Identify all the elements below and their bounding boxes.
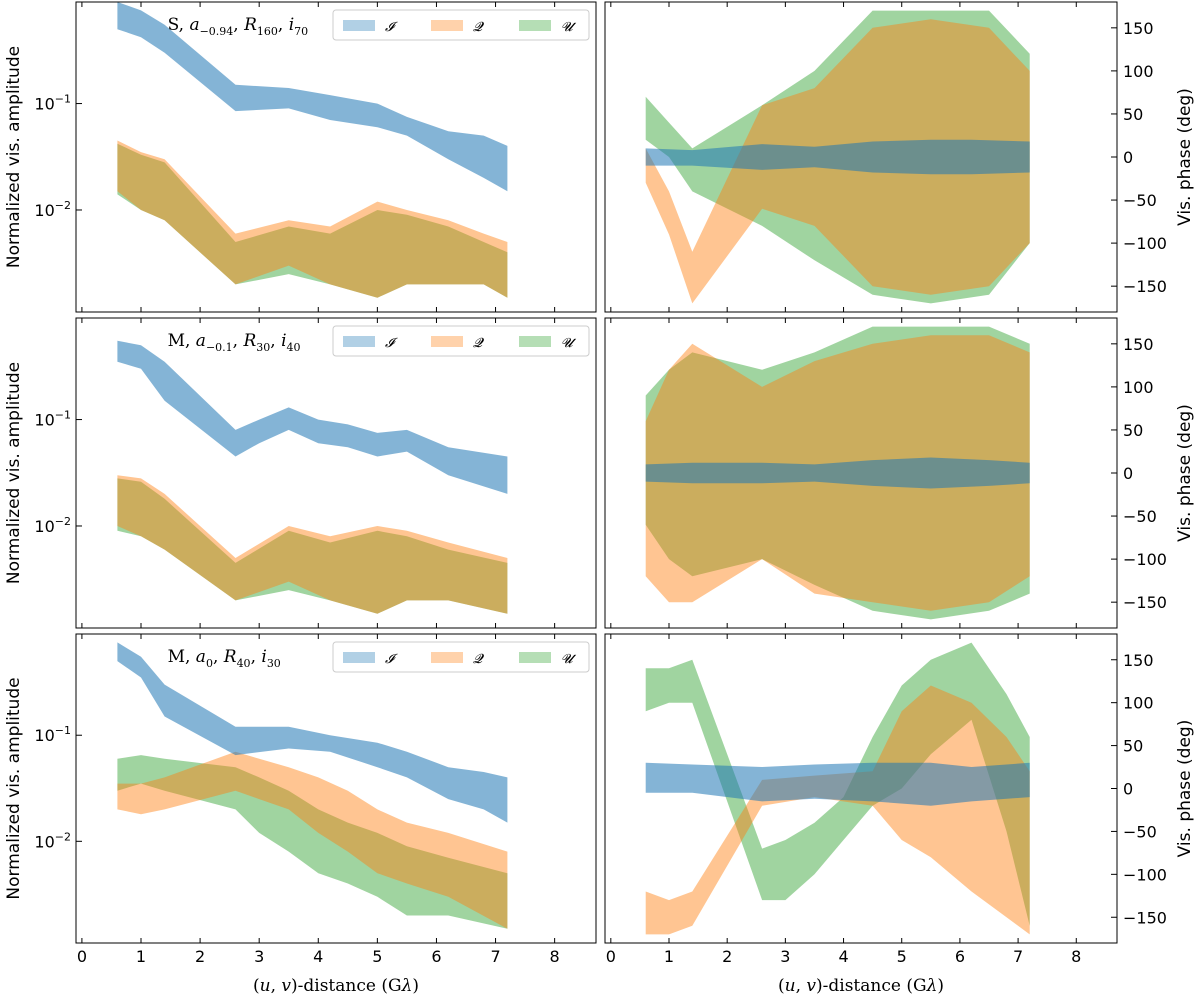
phase-tick-label: −150 [1123,277,1167,296]
legend-swatch-u [519,20,551,31]
phase-band-i [645,457,1030,489]
legend-swatch-i [343,652,375,663]
legend-swatch-u [519,336,551,347]
phase-tick-label: −100 [1123,550,1167,569]
x-tick-label: 1 [136,947,146,966]
phase-tick-label: 50 [1123,421,1143,440]
phase-tick-label: −150 [1123,908,1167,927]
phase-tick-label: 100 [1123,694,1154,713]
phase-tick-label: −50 [1123,507,1157,526]
panel-frame [75,1,597,313]
y-tick-label: 10−1 [34,93,71,114]
x-tick-label: 1 [664,947,674,966]
amplitude-band-u [117,478,508,614]
legend-swatch-q [431,336,463,347]
x-tick-label: 2 [722,947,732,966]
panel-title: M, a0, R40, i30 [168,647,281,670]
amplitude-band-i [117,642,508,823]
legend-label-q: 𝓠 [473,20,485,35]
legend-swatch-q [431,20,463,31]
x-tick-label: 7 [1013,947,1023,966]
phase-tick-label: 0 [1123,464,1133,483]
amplitude-band-u [117,143,508,298]
phase-tick-label: −50 [1123,822,1157,841]
y-axis-label: Normalized vis. amplitude [4,677,24,899]
y-tick-label: 10−2 [34,515,71,536]
phase-axis-label: Vis. phase (deg) [1175,88,1195,226]
panel-frame [75,633,597,944]
panel-1-phase [645,10,1030,304]
phase-tick-label: −50 [1123,191,1157,210]
y-tick-label: 10−1 [34,724,71,745]
x-tick-label: 7 [490,947,500,966]
phase-tick-label: 50 [1123,737,1143,756]
amplitude-band-q [117,475,508,614]
x-tick-label: 2 [195,947,205,966]
legend-swatch-i [343,20,375,31]
phase-tick-label: −150 [1123,593,1167,612]
x-tick-label: 0 [77,947,87,966]
panel-3-amplitude [117,642,508,929]
amplitude-band-q [117,140,508,298]
x-tick-label: 0 [606,947,616,966]
x-tick-label: 3 [780,947,790,966]
panel-frame [75,317,597,629]
x-tick-label: 4 [838,947,848,966]
phase-tick-label: 150 [1123,651,1154,670]
phase-band-i [645,139,1030,175]
phase-tick-label: 0 [1123,148,1133,167]
phase-tick-label: 100 [1123,62,1154,81]
x-tick-label: 5 [897,947,907,966]
legend-label-q: 𝓠 [473,336,485,351]
panel-title: M, a−0.1, R30, i40 [168,331,301,354]
phase-axis-label: Vis. phase (deg) [1175,404,1195,542]
y-tick-label: 10−1 [34,409,71,430]
legend-label-q: 𝓠 [473,652,485,667]
phase-tick-label: 100 [1123,378,1154,397]
panel-1-amplitude [117,2,508,298]
legend-box [332,641,590,673]
x-tick-label: 8 [550,947,560,966]
phase-band-q [645,685,1030,935]
y-axis-label: Normalized vis. amplitude [4,362,24,584]
y-tick-label: 10−2 [34,199,71,220]
amplitude-band-i [117,340,508,494]
x-tick-label: 6 [955,947,965,966]
amplitude-band-i [117,2,508,192]
phase-tick-label: 50 [1123,105,1143,124]
phase-tick-label: 150 [1123,335,1154,354]
legend-box [332,9,590,41]
x-tick-label: 5 [372,947,382,966]
x-axis-label-2: (u, v)-distance (Gλ) [778,976,944,996]
x-axis-label-1: (u, v)-distance (Gλ) [253,976,419,996]
legend-swatch-i [343,336,375,347]
x-tick-label: 8 [1071,947,1081,966]
legend-box [332,325,590,357]
panel-3-phase [645,642,1030,935]
y-axis-label: Normalized vis. amplitude [4,46,24,268]
panel-2-phase [645,326,1030,620]
x-tick-label: 6 [431,947,441,966]
phase-tick-label: −100 [1123,865,1167,884]
legend-swatch-q [431,652,463,663]
panel-2-amplitude [117,340,508,614]
panel-title: S, a−0.94, R160, i70 [168,15,309,38]
phase-band-u [645,642,1030,926]
amplitude-band-u [117,755,508,929]
phase-band-i [645,762,1030,806]
phase-tick-label: 0 [1123,780,1133,799]
legend-swatch-u [519,652,551,663]
phase-axis-label: Vis. phase (deg) [1175,720,1195,858]
phase-tick-label: 150 [1123,19,1154,38]
phase-tick-label: −100 [1123,234,1167,253]
x-tick-label: 3 [254,947,264,966]
amplitude-band-q [117,751,508,929]
x-tick-label: 4 [313,947,323,966]
y-tick-label: 10−2 [34,830,71,851]
